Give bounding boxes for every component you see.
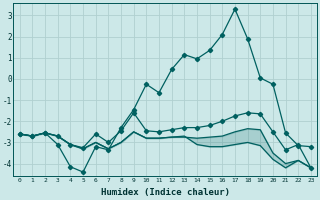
X-axis label: Humidex (Indice chaleur): Humidex (Indice chaleur)	[101, 188, 230, 197]
